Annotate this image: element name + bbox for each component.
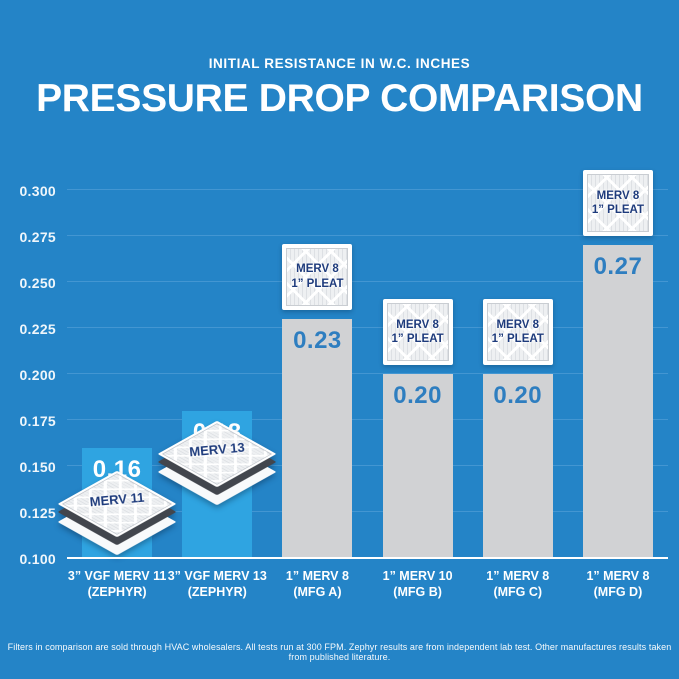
air-filter-flat-image: MERV 8 1” PLEAT (482, 299, 553, 365)
x-label-line1: 1” MERV 8 (285, 569, 349, 583)
bar-merv10-mfgb: 0.20 (382, 374, 453, 558)
gridline (67, 327, 668, 328)
filter-merv-label: MERV 8 (596, 189, 640, 202)
filter-pleat-label: 1” PLEAT (291, 277, 344, 290)
gridline (67, 235, 668, 236)
plot-area: 0.16 MERV 11 0.18 MERV 13 (57, 170, 668, 559)
filter-pleat-label: 1” PLEAT (591, 204, 645, 217)
bar-column-merv8-mfgd: 0.27 MERV 8 1” PLEAT (568, 170, 668, 558)
x-label-line1: 1” MERV 8 (586, 569, 650, 583)
footnote: Filters in comparison are sold through H… (7, 642, 672, 662)
x-axis-label: 3” VGF MERV 11 (ZEPHYR) (67, 568, 167, 601)
x-axis-line (67, 557, 668, 559)
bar-merv8-mfgd: 0.27 (582, 245, 653, 558)
y-axis-tick-label: 0.300 (19, 183, 56, 199)
gridline (67, 419, 668, 420)
bar-value-label: 0.23 (293, 326, 342, 354)
x-label-line2: (MFG A) (293, 585, 342, 600)
y-axis-tick-label: 0.175 (19, 413, 56, 429)
y-axis-tick-label: 0.150 (19, 459, 56, 475)
x-label-line2: (MFG B) (393, 585, 442, 600)
x-label-line1: 1” MERV 8 (486, 569, 550, 583)
y-axis-tick-label: 0.250 (19, 275, 56, 291)
x-label-line2: (ZEPHYR) (87, 585, 147, 600)
chart-header: INITIAL RESISTANCE IN W.C. INCHES PRESSU… (0, 56, 679, 121)
gridline (67, 465, 668, 466)
bar-column-merv11-zephyr: 0.16 MERV 11 (57, 190, 177, 558)
filter-pleat-label: 1” PLEAT (391, 333, 444, 345)
bar-merv8-mfga: 0.23 (282, 318, 353, 558)
x-label-line2: (MFG C) (493, 585, 543, 600)
bar-value-label: 0.20 (393, 382, 442, 409)
y-axis-tick-label: 0.125 (19, 505, 56, 521)
x-label-line1: 1” MERV 10 (382, 569, 453, 583)
y-axis-tick-label: 0.100 (19, 551, 56, 567)
gridline (67, 281, 668, 282)
x-label-line1: 3” VGF MERV 13 (167, 569, 267, 583)
x-label-line2: (MFG D) (593, 585, 643, 600)
gridline (67, 373, 668, 374)
x-label-line2: (ZEPHYR) (187, 585, 247, 600)
bar-column-merv13-zephyr: 0.18 MERV 13 (157, 190, 277, 558)
bar-merv8-mfgc: 0.20 (482, 374, 553, 558)
x-axis-label: 1” MERV 10 (MFG B) (368, 568, 468, 601)
gridline (67, 511, 668, 512)
filter-merv-label: MERV 8 (496, 318, 540, 331)
x-axis-label: 1” MERV 8 (MFG D) (568, 568, 668, 601)
air-filter-3d-image: MERV 13 (155, 420, 279, 506)
bar-value-label: 0.27 (593, 253, 643, 281)
y-axis-tick-label: 0.225 (19, 321, 56, 337)
bar-column-merv10-mfgb: 0.20 MERV 8 1” PLEAT (368, 190, 468, 558)
filter-merv-label: MERV 8 (396, 318, 439, 331)
filter-pleat-label: 1” PLEAT (491, 333, 544, 345)
air-filter-flat-image: MERV 8 1” PLEAT (382, 299, 453, 365)
air-filter-flat-image: MERV 8 1” PLEAT (282, 243, 353, 310)
y-axis-tick-label: 0.200 (19, 367, 56, 383)
bar-value-label: 0.20 (493, 382, 543, 409)
gridline (67, 189, 668, 190)
bar-columns: 0.16 MERV 11 0.18 MERV 13 (57, 170, 668, 558)
chart-subtitle: INITIAL RESISTANCE IN W.C. INCHES (208, 56, 471, 71)
x-axis-label: 3” VGF MERV 13 (ZEPHYR) (167, 568, 267, 601)
x-axis-label: 1” MERV 8 (MFG C) (468, 568, 568, 601)
x-axis-label: 1” MERV 8 (MFG A) (267, 568, 367, 601)
y-axis-tick-label: 0.275 (19, 229, 56, 245)
bar-column-merv8-mfga: 0.23 MERV 8 1” PLEAT (267, 190, 367, 558)
x-axis-labels: 3” VGF MERV 11 (ZEPHYR) 3” VGF MERV 13 (… (67, 568, 668, 601)
x-label-line1: 3” VGF MERV 11 (67, 569, 167, 583)
chart-title: PRESSURE DROP COMPARISON (36, 77, 643, 120)
y-axis: 0.300 0.275 0.250 0.225 0.200 0.175 0.15… (0, 183, 58, 567)
air-filter-flat-image: MERV 8 1” PLEAT (582, 170, 653, 237)
filter-merv-label: MERV 8 (296, 263, 339, 276)
bar-column-merv8-mfgc: 0.20 MERV 8 1” PLEAT (468, 190, 568, 558)
